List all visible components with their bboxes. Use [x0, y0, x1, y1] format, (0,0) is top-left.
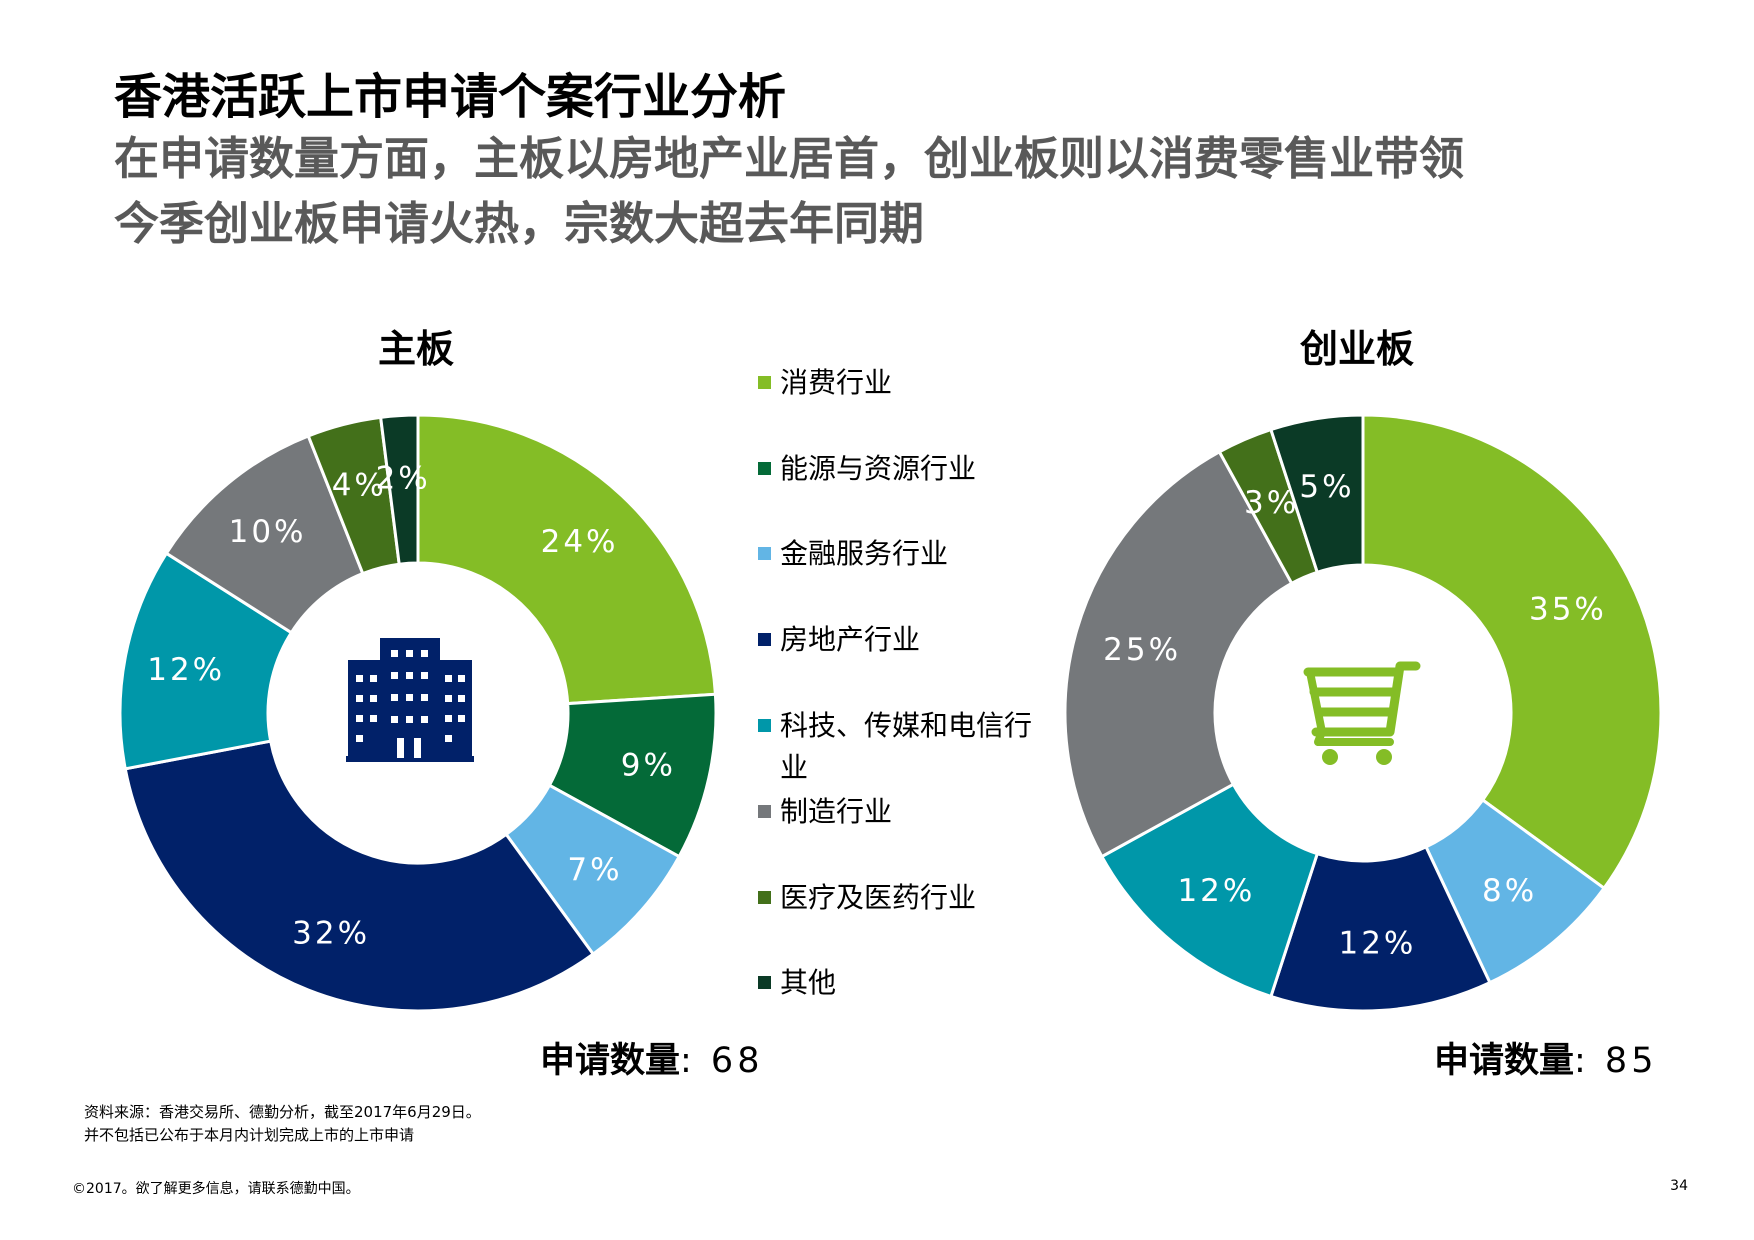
- legend-item: 房地产行业: [758, 619, 1048, 661]
- legend-label: 能源与资源行业: [780, 452, 977, 485]
- legend-item: 消费行业: [758, 362, 1048, 404]
- slice-value-label: 24%: [541, 524, 619, 560]
- legend-swatch: [758, 891, 771, 904]
- legend-swatch: [758, 976, 771, 989]
- legend-label: 制造行业: [780, 795, 893, 828]
- legend-swatch: [758, 376, 771, 389]
- count-label: 申请数量: [1434, 1041, 1575, 1081]
- legend-label: 消费行业: [780, 366, 893, 399]
- slice-value-label: 9%: [621, 747, 676, 783]
- slice-value-label: 35%: [1529, 592, 1607, 628]
- legend-label: 房地产行业: [780, 623, 921, 656]
- subtitle-line-2: 今季创业板申请火热，宗数大超去年同期: [114, 197, 925, 250]
- slice-value-label: 25%: [1103, 632, 1181, 668]
- main-board-application-count: 申请数量: 68: [540, 1032, 763, 1083]
- gem-board-application-count: 申请数量: 85: [1434, 1032, 1657, 1083]
- slice-value-label: 4%: [332, 467, 387, 503]
- copyright-notice: ©2017。欲了解更多信息，请联系德勤中国。: [72, 1181, 360, 1197]
- legend-swatch: [758, 633, 771, 646]
- page-title: 香港活跃上市申请个案行业分析: [114, 69, 787, 125]
- slice-value-label: 12%: [147, 652, 225, 688]
- legend-swatch: [758, 719, 771, 732]
- main-board-chart-title: 主板: [377, 327, 454, 371]
- legend-item: 其他: [758, 962, 1048, 1004]
- donut-slice: [1063, 449, 1294, 859]
- legend-item: 科技、传媒和电信行业: [758, 705, 1048, 789]
- source-footnote: 资料来源：香港交易所、德勤分析，截至2017年6月29日。: [84, 1103, 481, 1121]
- legend-swatch: [758, 462, 771, 475]
- donut-slice: [416, 413, 718, 706]
- slice-value-label: 12%: [1177, 873, 1255, 909]
- slice-value-label: 7%: [567, 852, 622, 888]
- legend-label: 科技、传媒和电信行业: [780, 709, 1033, 784]
- building-icon: [346, 638, 474, 762]
- slice-value-label: 8%: [1482, 873, 1537, 909]
- legend-item: 能源与资源行业: [758, 448, 1048, 490]
- legend-swatch: [758, 805, 771, 818]
- shopping-cart-icon: [1303, 661, 1421, 765]
- donut-slice: [123, 739, 596, 1013]
- slice-value-label: 5%: [1299, 469, 1354, 505]
- legend-label: 金融服务行业: [780, 537, 949, 570]
- donut-slice: [1361, 413, 1663, 891]
- slice-value-label: 3%: [1244, 485, 1299, 521]
- count-value: : 68: [680, 1041, 764, 1081]
- count-value: : 85: [1574, 1041, 1658, 1081]
- slice-value-label: 12%: [1338, 926, 1416, 962]
- gem-board-chart-title: 创业板: [1299, 327, 1414, 371]
- subtitle-line-1: 在申请数量方面，主板以房地产业居首，创业板则以消费零售业带领: [114, 132, 1465, 185]
- exclusion-footnote: 并不包括已公布于本月内计划完成上市的上市申请: [84, 1126, 415, 1144]
- donut-slice: [378, 413, 420, 566]
- legend-label: 医疗及医药行业: [780, 881, 977, 914]
- count-label: 申请数量: [540, 1041, 681, 1081]
- slice-value-label: 10%: [229, 514, 307, 550]
- legend-item: 医疗及医药行业: [758, 877, 1048, 919]
- page-number: 34: [1670, 1178, 1688, 1194]
- legend-item: 金融服务行业: [758, 533, 1048, 575]
- slice-value-label: 32%: [292, 915, 370, 951]
- legend-item: 制造行业: [758, 791, 1048, 833]
- slice-value-label: 2%: [376, 460, 431, 496]
- legend-swatch: [758, 547, 771, 560]
- legend-label: 其他: [780, 966, 837, 999]
- donut-slice: [1269, 413, 1365, 575]
